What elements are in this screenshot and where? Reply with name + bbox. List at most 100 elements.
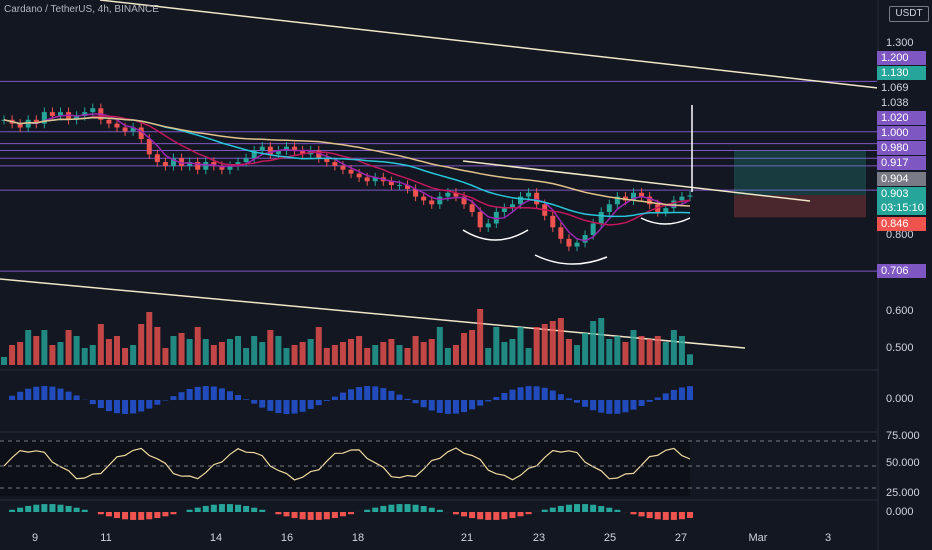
oscillator-bar: [461, 400, 468, 413]
volume-bar: [477, 309, 484, 365]
volume-bar: [590, 321, 597, 365]
macd-bar: [428, 507, 435, 512]
macd-bar: [275, 512, 282, 515]
volume-bar: [33, 336, 40, 365]
volume-bar: [154, 327, 161, 365]
macd-bar: [364, 509, 371, 512]
volume-bar: [469, 330, 476, 365]
oscillator-bar: [606, 400, 613, 414]
candle-body: [130, 127, 136, 132]
oscillator-bar: [186, 388, 193, 400]
macd-bar: [9, 509, 16, 512]
candle-body: [122, 127, 128, 132]
candle-body: [388, 181, 394, 186]
oscillator-bar: [428, 400, 435, 411]
price-label: 03:15:10: [877, 201, 926, 215]
macd-bar: [235, 504, 242, 512]
candle-body: [211, 162, 217, 166]
candle-body: [267, 146, 273, 155]
volume-bar: [283, 348, 290, 365]
volume-bar: [549, 321, 556, 365]
volume-bar: [565, 339, 572, 365]
macd-bar: [81, 509, 88, 512]
candle-body: [57, 112, 63, 116]
candle-body: [300, 150, 306, 155]
oscillator-bar: [477, 400, 484, 406]
volume-bar: [138, 324, 145, 365]
volume-bar: [170, 336, 177, 365]
candle-body: [251, 150, 257, 159]
oscillator-bar: [154, 400, 161, 405]
oscillator-bar: [444, 400, 451, 414]
candle-body: [493, 211, 499, 224]
macd-bar: [307, 512, 314, 520]
oscillator-bar: [525, 386, 532, 400]
currency-badge[interactable]: USDT: [889, 6, 929, 22]
oscillator-bar: [122, 400, 129, 414]
volume-bar: [678, 336, 685, 365]
volume-bar: [461, 333, 468, 365]
time-tick: Mar: [748, 532, 768, 544]
candle-body: [41, 112, 47, 124]
oscillator-bar: [178, 392, 185, 400]
macd-bar: [170, 512, 177, 515]
candle-body: [509, 204, 515, 209]
candle-body: [372, 177, 378, 182]
candle-body: [138, 127, 144, 139]
candle-body: [324, 158, 330, 163]
macd-bar: [662, 512, 669, 520]
price-label: 1.200: [877, 51, 926, 65]
oscillator-bar: [65, 391, 72, 400]
macd-bar: [331, 512, 338, 519]
candle-body: [501, 208, 507, 212]
oscillator-bar: [533, 386, 540, 400]
candle-body: [453, 192, 459, 197]
volume-bar: [428, 339, 435, 365]
macd-bar: [549, 507, 556, 512]
candle-body: [606, 204, 612, 212]
oscillator-bar: [33, 386, 40, 400]
loss-zone: [734, 195, 866, 218]
volume-bar: [687, 354, 693, 365]
time-tick: 23: [532, 532, 546, 544]
macd-bar: [154, 512, 161, 519]
candle-body: [429, 200, 435, 205]
macd-bar: [41, 504, 48, 512]
volume-bar: [501, 342, 508, 365]
macd-bar: [25, 505, 32, 512]
candle-body: [66, 112, 72, 120]
oscillator-bar: [97, 400, 104, 409]
oscillator-bar: [493, 397, 500, 400]
oscillator-bar: [299, 400, 306, 412]
candle-body: [25, 119, 31, 128]
macd-bar: [97, 512, 104, 515]
volume-bar: [49, 345, 56, 365]
volume-bar: [444, 348, 451, 365]
oscillator-bar: [202, 386, 209, 400]
oscillator-bar: [662, 393, 669, 400]
macd-bar: [49, 504, 56, 512]
price-label: 0.917: [877, 156, 926, 170]
oscillator-bar: [469, 400, 476, 410]
macd-bar: [251, 507, 258, 512]
oscillator-bar: [25, 388, 32, 400]
macd-bar: [122, 512, 129, 520]
macd-bar: [630, 512, 637, 515]
candle-body: [259, 146, 265, 151]
rsi-tick: 50.000: [886, 457, 920, 469]
volume-bar: [251, 336, 258, 365]
volume-bar: [259, 342, 266, 365]
oscillator-bar: [436, 400, 443, 413]
macd-bar: [315, 512, 322, 520]
macd-bar: [420, 505, 427, 512]
price-label: 0.980: [877, 141, 926, 155]
candle-body: [631, 192, 637, 201]
candle-body: [348, 169, 354, 174]
volume-bar: [210, 345, 217, 365]
volume-bar: [315, 327, 322, 365]
oscillator-bar: [283, 400, 290, 414]
volume-bar: [452, 345, 459, 365]
candle-body: [639, 192, 645, 197]
symbol-header[interactable]: Cardano / TetherUS, 4h, BINANCE: [4, 4, 159, 15]
